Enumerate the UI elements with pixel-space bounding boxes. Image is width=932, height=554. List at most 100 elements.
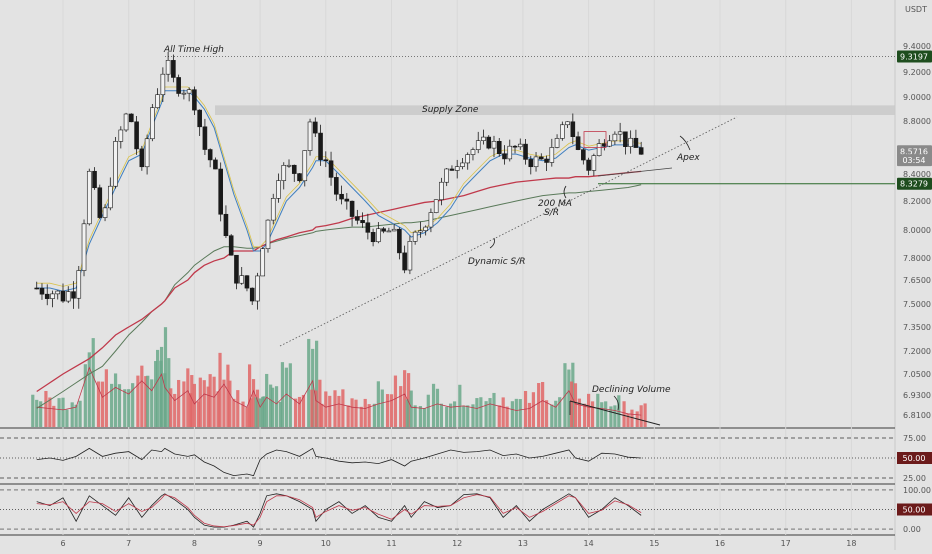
candle-body bbox=[92, 170, 97, 189]
volume-bar bbox=[31, 394, 35, 427]
price-tick-label: 7.3500 bbox=[903, 323, 931, 332]
candle-body bbox=[454, 166, 460, 171]
candle-body bbox=[307, 121, 313, 151]
volume-bar bbox=[518, 399, 522, 427]
stoch-d-line bbox=[36, 494, 642, 528]
candle-body bbox=[617, 131, 623, 135]
volume-bar bbox=[113, 373, 118, 427]
volume-bar bbox=[510, 401, 514, 427]
price-tick-label: 6.8100 bbox=[903, 411, 931, 420]
volume-bar bbox=[284, 367, 288, 427]
volume-bar bbox=[315, 340, 319, 427]
volume-bar bbox=[573, 383, 578, 427]
range-box bbox=[583, 131, 607, 148]
volume-bar bbox=[186, 368, 190, 427]
candle-body bbox=[86, 170, 92, 225]
volume-bar bbox=[389, 394, 394, 427]
price-tick-label: 9.4000 bbox=[903, 42, 931, 51]
candle-body bbox=[349, 200, 355, 217]
volume-bar bbox=[435, 388, 440, 427]
price-badge bbox=[897, 50, 932, 63]
volume-bar bbox=[497, 405, 501, 427]
sr-label: S/R bbox=[544, 208, 559, 218]
volume-bar bbox=[363, 398, 367, 427]
candle-body bbox=[412, 231, 418, 242]
candle-body bbox=[255, 275, 260, 302]
time-tick-label: 17 bbox=[781, 539, 791, 548]
volume-ma-line bbox=[36, 366, 642, 416]
volume-bar bbox=[405, 399, 409, 427]
volume-bar bbox=[613, 405, 617, 427]
stoch-badge-label: 50.00 bbox=[903, 506, 926, 515]
volume-bar bbox=[254, 397, 258, 427]
volume-bars bbox=[31, 327, 647, 427]
candle-body bbox=[633, 137, 639, 148]
candle-body bbox=[60, 290, 66, 302]
volume-bar bbox=[626, 413, 630, 427]
candle-body bbox=[176, 77, 181, 94]
ma200-arrow-icon bbox=[563, 185, 567, 199]
volume-bar bbox=[452, 401, 457, 427]
volume-bar bbox=[413, 405, 417, 427]
candle-body bbox=[81, 223, 87, 271]
price-tick-label: 7.6500 bbox=[903, 276, 931, 285]
candle-body bbox=[360, 220, 365, 224]
volume-bar bbox=[359, 406, 363, 427]
candle-body bbox=[486, 136, 492, 149]
volume-bar bbox=[206, 386, 210, 427]
volume-bar bbox=[418, 406, 423, 427]
volume-bar bbox=[426, 394, 430, 427]
volume-bar bbox=[537, 383, 541, 427]
currency-label: USDT bbox=[905, 5, 927, 14]
volume-bar bbox=[609, 406, 613, 427]
volume-bar bbox=[350, 398, 354, 427]
candle-body bbox=[218, 168, 223, 215]
candle-body bbox=[376, 228, 381, 243]
rsi-badge bbox=[897, 452, 932, 464]
volume-bar bbox=[156, 349, 160, 427]
volume-bar bbox=[310, 389, 314, 427]
volume-bar bbox=[385, 394, 390, 427]
volume-bar bbox=[630, 409, 634, 427]
candles bbox=[34, 51, 644, 310]
volume-bar bbox=[403, 370, 407, 427]
time-tick-label: 12 bbox=[452, 539, 462, 548]
volume-bar bbox=[251, 379, 256, 427]
candle-body bbox=[197, 109, 202, 128]
candle-body bbox=[460, 162, 465, 167]
price-badge-label: 9.3197 bbox=[900, 52, 928, 61]
candle-body bbox=[108, 185, 113, 209]
price-tick-label: 6.9300 bbox=[903, 391, 931, 400]
candle-body bbox=[475, 140, 481, 150]
volume-bar bbox=[127, 389, 131, 427]
volume-bar bbox=[159, 360, 163, 427]
volume-bar bbox=[505, 406, 509, 427]
candle-body bbox=[181, 92, 187, 95]
candle-body bbox=[155, 94, 160, 109]
volume-bar bbox=[57, 398, 61, 427]
ma200-label: 200 MA bbox=[538, 199, 572, 209]
volume-bar bbox=[475, 398, 479, 427]
candle-body bbox=[297, 173, 302, 182]
volume-bar bbox=[422, 408, 426, 427]
price-badge-label: 03:54 bbox=[902, 156, 925, 165]
volume-bar bbox=[198, 377, 202, 427]
volume-bar bbox=[39, 401, 43, 427]
candle-body bbox=[202, 126, 208, 150]
volume-bar bbox=[169, 388, 173, 427]
volume-bar bbox=[527, 402, 532, 427]
candle-body bbox=[113, 141, 118, 187]
volume-bar bbox=[226, 364, 230, 427]
volume-bar bbox=[328, 395, 332, 427]
time-tick-label: 6 bbox=[60, 539, 65, 548]
candle-body bbox=[265, 219, 271, 250]
volume-bar bbox=[393, 375, 398, 427]
volume-bar bbox=[501, 397, 505, 427]
volume-bar bbox=[202, 380, 206, 427]
volume-bar bbox=[232, 398, 236, 427]
candle-body bbox=[118, 129, 124, 142]
volume-bar bbox=[123, 389, 127, 427]
